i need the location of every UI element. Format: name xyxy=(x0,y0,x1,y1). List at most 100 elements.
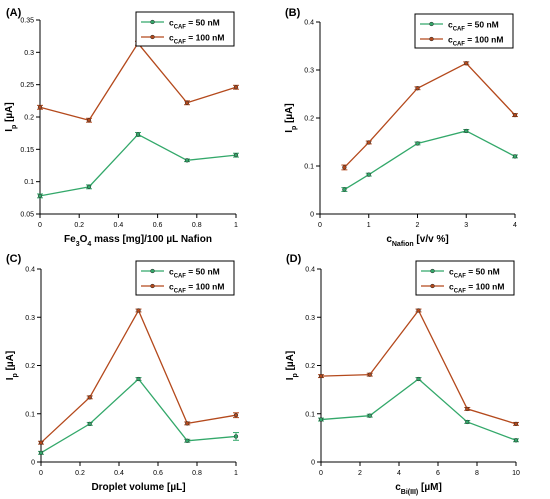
data-point xyxy=(38,440,44,445)
x-tick-label: 2 xyxy=(358,470,362,477)
legend-label: cCAF = 50 nM xyxy=(169,267,220,280)
legend-label: cCAF = 100 nM xyxy=(169,33,224,46)
legend-label: cCAF = 50 nM xyxy=(169,18,220,31)
y-tick-label: 0 xyxy=(310,212,314,219)
legend-box xyxy=(414,13,514,49)
data-point xyxy=(37,105,43,110)
legend: cCAF = 50 nM cCAF = 100 nM xyxy=(135,11,235,47)
x-axis-label: Fe3O4 mass [mg]/100 µL Nafion xyxy=(64,234,212,248)
data-point xyxy=(342,165,347,170)
panel-label: (A) xyxy=(6,7,22,19)
data-point xyxy=(367,413,372,418)
panel-label: (D) xyxy=(286,253,302,265)
legend-label: cCAF = 100 nM xyxy=(448,35,503,48)
data-point xyxy=(513,421,519,427)
legend-box xyxy=(415,260,515,296)
y-tick-label: 0.2 xyxy=(25,363,35,370)
x-tick-label: 1 xyxy=(234,222,238,229)
y-tick-label: 0.1 xyxy=(305,411,315,418)
x-tick-label: 10 xyxy=(512,470,520,477)
data-point xyxy=(185,421,190,426)
legend: cCAF = 50 nM cCAF = 100 nM xyxy=(415,260,515,296)
y-tick-label: 0 xyxy=(31,460,35,467)
legend-item: cCAF = 100 nM xyxy=(141,33,224,46)
legend-item: cCAF = 50 nM xyxy=(141,18,220,31)
series-50nm xyxy=(341,128,518,192)
legend-item: cCAF = 50 nM xyxy=(421,267,500,280)
panel-d: (D) 0 2 4 6 8 10 0 0.1 0.2 0.3 0.4 cBi(III) [µM] Ip [… xyxy=(285,253,520,496)
data-point xyxy=(465,406,470,412)
x-tick-label: 1 xyxy=(367,222,371,229)
data-point xyxy=(136,308,141,313)
x-tick-label: 0.8 xyxy=(192,470,202,477)
y-axis-label: Ip [µA] xyxy=(284,103,298,132)
series-line xyxy=(39,133,237,197)
x-tick-label: 0.6 xyxy=(153,470,163,477)
data-point xyxy=(86,184,92,189)
legend-box xyxy=(135,11,235,47)
legend-item: cCAF = 100 nM xyxy=(141,282,224,295)
series-100nm xyxy=(318,308,519,427)
y-tick-label: 0.2 xyxy=(24,115,34,122)
data-point xyxy=(38,450,44,455)
data-point xyxy=(416,308,421,313)
data-point xyxy=(512,154,518,159)
x-tick-label: 0.6 xyxy=(153,222,163,229)
x-axis-label: cBi(III) [µM] xyxy=(395,482,442,496)
data-point xyxy=(367,372,372,377)
x-tick-label: 0 xyxy=(38,222,42,229)
legend: cCAF = 50 nM cCAF = 100 nM xyxy=(135,260,235,296)
panel-c: (C) 0 0.2 0.4 0.6 0.8 1 0 0.1 0.2 0.3 0.4 Droplet vo… xyxy=(5,253,239,493)
legend-marker xyxy=(150,268,155,274)
y-tick-label: 0.3 xyxy=(305,315,315,322)
y-tick-label: 0.1 xyxy=(25,411,35,418)
y-tick-label: 0.35 xyxy=(20,18,34,25)
y-tick-label: 0.4 xyxy=(304,20,314,27)
x-tick-label: 8 xyxy=(475,470,479,477)
y-tick-label: 0.2 xyxy=(305,363,315,370)
panel-a: (A) 0 0.2 0.4 0.6 0.8 1 0.05 0.1 0.15 0.2 0.25 0.3 0.… xyxy=(4,7,239,248)
x-tick-label: 0.4 xyxy=(114,470,124,477)
x-tick-label: 2 xyxy=(416,222,420,229)
data-point xyxy=(86,118,92,123)
series-line xyxy=(39,42,237,121)
series-100nm xyxy=(341,61,518,171)
series-50nm xyxy=(38,376,239,455)
y-tick-label: 0.3 xyxy=(24,50,34,57)
x-tick-label: 0.2 xyxy=(74,222,84,229)
legend-label: cCAF = 100 nM xyxy=(169,282,224,295)
data-point xyxy=(318,417,324,422)
y-axis-label: Ip [µA] xyxy=(285,351,299,380)
x-axis-label: cNafion [v/v %] xyxy=(386,234,448,248)
x-tick-label: 0 xyxy=(318,222,322,229)
x-tick-label: 6 xyxy=(436,470,440,477)
x-tick-label: 4 xyxy=(513,222,517,229)
x-tick-label: 4 xyxy=(397,470,401,477)
data-point xyxy=(342,187,347,192)
data-point xyxy=(184,100,190,105)
legend-label: cCAF = 50 nM xyxy=(448,20,499,33)
series-line xyxy=(320,309,517,425)
data-point xyxy=(416,376,421,382)
legend-marker xyxy=(150,283,155,289)
series-100nm xyxy=(37,40,239,123)
data-point xyxy=(512,112,518,118)
x-tick-label: 1 xyxy=(234,470,238,477)
data-point xyxy=(184,158,190,163)
legend-item: cCAF = 50 nM xyxy=(420,20,499,33)
legend-marker xyxy=(430,283,435,289)
legend-marker xyxy=(430,268,435,274)
legend-item: cCAF = 100 nM xyxy=(421,282,504,295)
series-50nm xyxy=(318,376,519,443)
legend-marker xyxy=(150,34,155,40)
data-point xyxy=(135,132,141,137)
x-tick-label: 0.8 xyxy=(192,222,202,229)
data-point xyxy=(465,419,470,425)
data-point xyxy=(464,61,469,66)
data-point xyxy=(233,85,239,90)
series-line xyxy=(320,378,517,441)
y-tick-label: 0.1 xyxy=(24,179,34,186)
y-tick-label: 0.15 xyxy=(20,147,34,154)
data-point xyxy=(233,434,239,439)
